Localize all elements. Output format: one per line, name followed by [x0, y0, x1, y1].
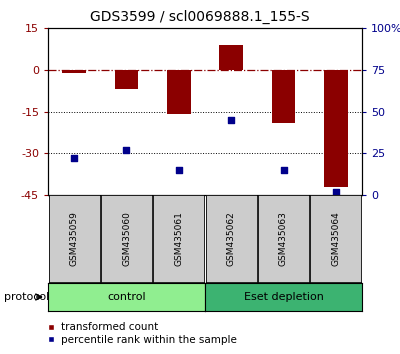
Point [280, 167, 287, 173]
Text: GSM435063: GSM435063 [279, 211, 288, 266]
Text: protocol: protocol [4, 292, 49, 302]
Text: GDS3599 / scl0069888.1_155-S: GDS3599 / scl0069888.1_155-S [90, 10, 310, 24]
Legend: transformed count, percentile rank within the sample: transformed count, percentile rank withi… [45, 320, 239, 347]
Text: GSM435059: GSM435059 [70, 211, 79, 266]
Point [176, 167, 182, 173]
Bar [167, 70, 191, 114]
Bar [272, 70, 295, 122]
Bar [62, 70, 86, 73]
Point [123, 147, 130, 153]
Bar [324, 70, 348, 187]
Text: Eset depletion: Eset depletion [244, 292, 324, 302]
Point [333, 189, 339, 194]
Bar [115, 70, 138, 89]
Point [228, 117, 234, 123]
Text: GSM435060: GSM435060 [122, 211, 131, 266]
Text: control: control [107, 292, 146, 302]
Text: GSM435062: GSM435062 [227, 211, 236, 266]
Text: GSM435061: GSM435061 [174, 211, 183, 266]
Text: GSM435064: GSM435064 [331, 211, 340, 266]
Bar [219, 45, 243, 70]
Point [71, 155, 77, 161]
